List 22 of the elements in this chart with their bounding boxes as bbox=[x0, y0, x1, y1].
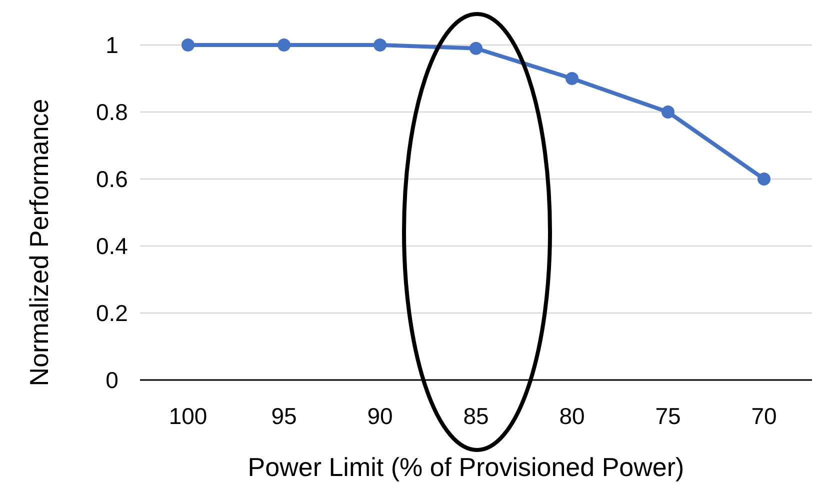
x-tick-label: 75 bbox=[655, 403, 681, 429]
point bbox=[374, 38, 386, 52]
y-tick-label: 1 bbox=[106, 32, 118, 58]
point bbox=[758, 172, 770, 186]
point bbox=[470, 42, 482, 55]
y-tick-label: 0.2 bbox=[96, 300, 128, 326]
y-tick-label: 0.8 bbox=[96, 99, 128, 125]
point bbox=[278, 38, 290, 52]
point bbox=[566, 72, 578, 85]
x-tick-label: 70 bbox=[751, 403, 777, 429]
point bbox=[182, 38, 194, 52]
y-tick-label: 0.6 bbox=[96, 166, 128, 192]
point bbox=[662, 106, 674, 118]
x-tick-label: 85 bbox=[463, 403, 489, 429]
x-axis-title: Power Limit (% of Provisioned Power) bbox=[248, 452, 684, 482]
y-tick-label: 0.4 bbox=[96, 233, 128, 259]
x-tick-label: 90 bbox=[367, 403, 393, 429]
x-tick-label: 80 bbox=[559, 403, 585, 429]
x-tick-label: 100 bbox=[168, 403, 208, 429]
y-tick-label: 0 bbox=[106, 367, 118, 393]
y-axis-title: Normalized Performance bbox=[24, 98, 54, 386]
x-tick-label: 95 bbox=[271, 403, 297, 429]
